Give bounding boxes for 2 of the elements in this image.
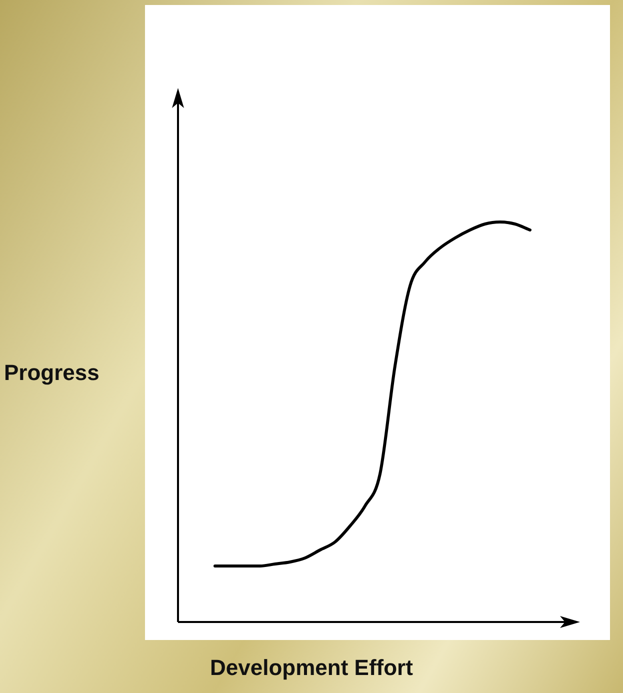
x-axis-title: Development Effort [209, 655, 414, 681]
y-axis-title: Progress [4, 360, 100, 386]
